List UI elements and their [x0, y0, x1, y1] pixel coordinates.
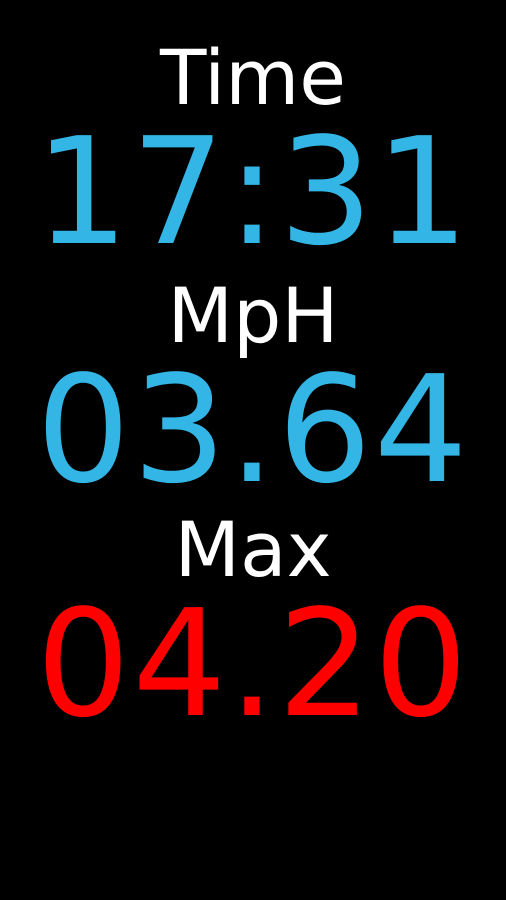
max-speed-label: Max: [174, 505, 332, 594]
max-speed-value: 04.20: [36, 578, 470, 750]
speed-label: MpH: [167, 271, 339, 360]
time-value: 17:31: [34, 106, 472, 278]
speed-value: 03.64: [36, 344, 470, 516]
time-label: Time: [160, 33, 346, 122]
